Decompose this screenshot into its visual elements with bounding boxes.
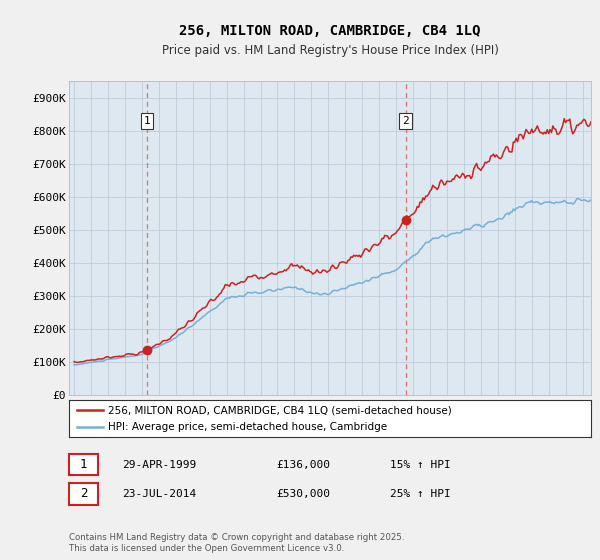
Text: £530,000: £530,000 bbox=[276, 489, 330, 499]
Text: 256, MILTON ROAD, CAMBRIDGE, CB4 1LQ (semi-detached house): 256, MILTON ROAD, CAMBRIDGE, CB4 1LQ (se… bbox=[108, 405, 452, 415]
Text: £136,000: £136,000 bbox=[276, 460, 330, 470]
Text: HPI: Average price, semi-detached house, Cambridge: HPI: Average price, semi-detached house,… bbox=[108, 422, 387, 432]
Text: Price paid vs. HM Land Registry's House Price Index (HPI): Price paid vs. HM Land Registry's House … bbox=[161, 44, 499, 57]
Text: Contains HM Land Registry data © Crown copyright and database right 2025.
This d: Contains HM Land Registry data © Crown c… bbox=[69, 533, 404, 553]
Text: 256, MILTON ROAD, CAMBRIDGE, CB4 1LQ: 256, MILTON ROAD, CAMBRIDGE, CB4 1LQ bbox=[179, 24, 481, 38]
Text: 15% ↑ HPI: 15% ↑ HPI bbox=[390, 460, 451, 470]
Text: 25% ↑ HPI: 25% ↑ HPI bbox=[390, 489, 451, 499]
Text: 23-JUL-2014: 23-JUL-2014 bbox=[122, 489, 196, 499]
Text: 29-APR-1999: 29-APR-1999 bbox=[122, 460, 196, 470]
Text: 1: 1 bbox=[144, 116, 151, 126]
Text: 1: 1 bbox=[80, 458, 87, 472]
Text: 2: 2 bbox=[80, 487, 87, 501]
Text: 2: 2 bbox=[402, 116, 409, 126]
